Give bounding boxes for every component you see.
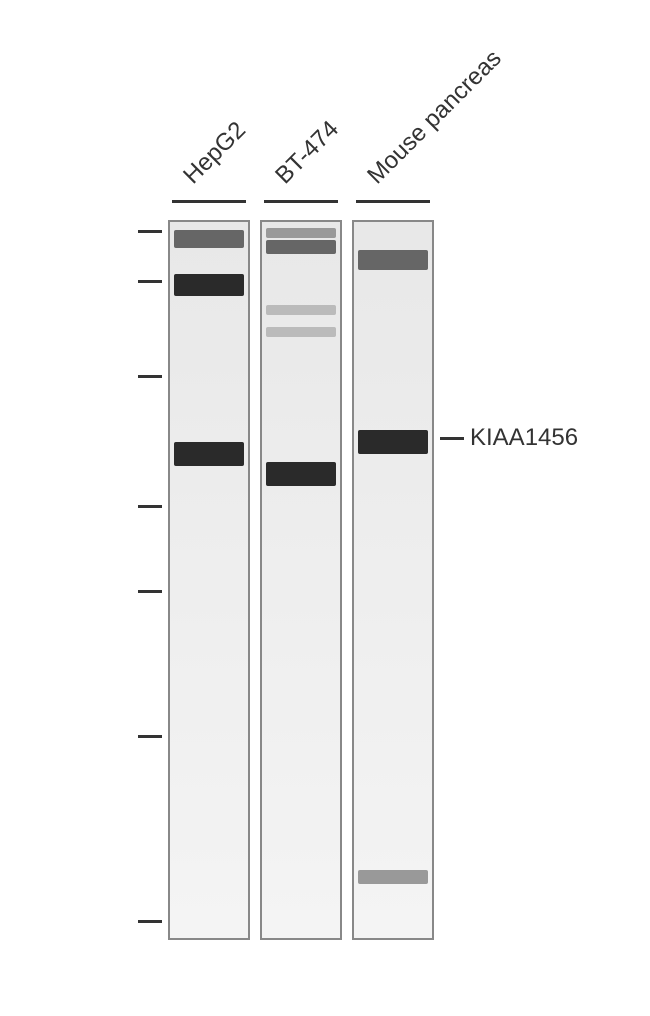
band: [266, 305, 336, 315]
target-label: KIAA1456: [470, 424, 578, 452]
lane-2: [260, 220, 342, 940]
lane-underline-2: [264, 200, 338, 203]
lane-label-2: BT-474: [270, 115, 345, 190]
lane-underline-3: [356, 200, 430, 203]
band: [358, 870, 428, 884]
western-blot-figure: HepG2 BT-474 Mouse pancreas 100kDa 70kDa…: [20, 40, 630, 980]
band: [266, 240, 336, 254]
marker-tick-35: [138, 590, 162, 593]
lane-label-1: HepG2: [178, 116, 252, 190]
marker-tick-100: [138, 230, 162, 233]
band: [174, 230, 244, 248]
lane-underline-1: [172, 200, 246, 203]
marker-tick-40: [138, 505, 162, 508]
band: [266, 327, 336, 337]
band: [266, 462, 336, 486]
lane-3: [352, 220, 434, 940]
band: [358, 250, 428, 270]
marker-tick-15: [138, 920, 162, 923]
lane-label-3: Mouse pancreas: [362, 45, 507, 190]
lane-1: [168, 220, 250, 940]
marker-tick-70: [138, 280, 162, 283]
band: [358, 430, 428, 454]
band: [174, 274, 244, 296]
marker-tick-55: [138, 375, 162, 378]
band: [174, 442, 244, 466]
lane-labels-container: HepG2 BT-474 Mouse pancreas: [20, 40, 630, 200]
target-tick: [440, 437, 464, 440]
marker-tick-25: [138, 735, 162, 738]
band: [266, 228, 336, 238]
